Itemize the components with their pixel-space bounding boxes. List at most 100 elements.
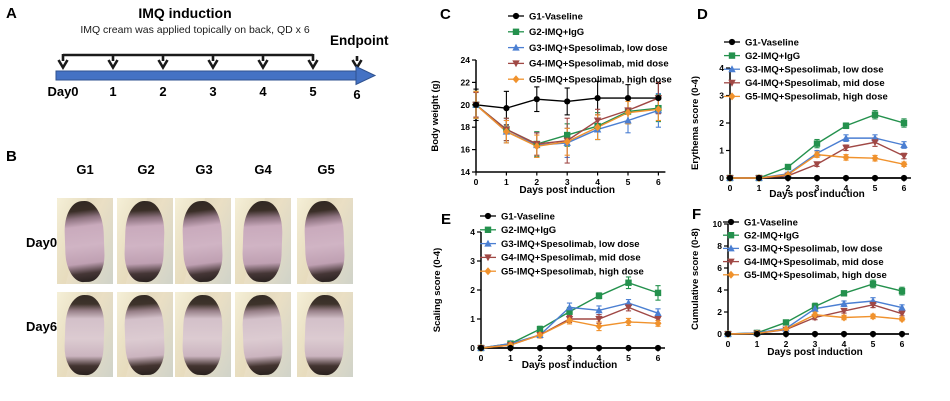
chart-f: 0 2 4 6 8 10 0 1 2 3 4 5 6 Cumulative score (0-8) Days… — [690, 217, 909, 358]
svg-text:G1-Vaseline: G1-Vaseline — [529, 11, 583, 22]
svg-text:G2-IMQ+IgG: G2-IMQ+IgG — [744, 231, 799, 242]
row-label-day0: Day0 — [26, 235, 58, 250]
svg-text:G3-IMQ+Spesolimab, low dose: G3-IMQ+Spesolimab, low dose — [501, 239, 640, 250]
chart-D-markers-G2 — [726, 111, 908, 182]
mouse-back-image — [181, 199, 224, 283]
svg-text:20: 20 — [461, 100, 471, 110]
svg-text:0: 0 — [728, 183, 733, 193]
chart-E-legend: G1-Vaseline G2-IMQ+IgG G3-IMQ+Spesolimab, … — [480, 211, 644, 278]
svg-text:4: 4 — [597, 353, 602, 363]
svg-text:G5-IMQ+Spesolimab, high dose: G5-IMQ+Spesolimab, high dose — [745, 92, 888, 103]
svg-text:3: 3 — [815, 183, 820, 193]
chart-F-tick-labels: 0 2 4 6 8 10 0 1 2 3 4 5 6 — [713, 219, 905, 349]
svg-text:2: 2 — [786, 183, 791, 193]
svg-text:0: 0 — [470, 343, 475, 353]
panel-c-label: C — [440, 6, 451, 23]
svg-text:0: 0 — [719, 173, 724, 183]
svg-text:3: 3 — [470, 256, 475, 266]
chart-F-ylabel: Cumulative score (0-8) — [690, 228, 701, 330]
svg-text:4: 4 — [595, 177, 600, 187]
panel-d-label: D — [697, 6, 708, 23]
panel-a-label: A — [6, 5, 17, 22]
timeline-day-label-5: 5 — [309, 84, 317, 99]
svg-text:3: 3 — [719, 91, 724, 101]
chart-F-xlabel: Days post induction — [767, 347, 863, 358]
timeline-day-label-2: 2 — [159, 84, 167, 99]
mouse-back-image — [303, 199, 346, 283]
panel-b-label: B — [6, 148, 17, 165]
mouse-back-image — [123, 293, 166, 376]
timeline-bar — [55, 70, 357, 81]
svg-text:G3-IMQ+Spesolimab, low dose: G3-IMQ+Spesolimab, low dose — [529, 43, 668, 54]
mouse-photo-day0-g3 — [175, 198, 231, 284]
svg-text:G4-IMQ+Spesolimab, mid dose: G4-IMQ+Spesolimab, mid dose — [501, 253, 641, 264]
imq-induction-title: IMQ induction — [138, 5, 232, 21]
svg-text:G5-IMQ+Spesolimab, high dose: G5-IMQ+Spesolimab, high dose — [744, 270, 887, 281]
chart-F-markers-G1 — [724, 330, 906, 338]
mouse-photo-day0-g5 — [297, 198, 353, 284]
mouse-back-image — [63, 199, 106, 283]
svg-text:3: 3 — [567, 353, 572, 363]
timeline-day-label-3: 3 — [209, 84, 217, 99]
svg-text:2: 2 — [538, 353, 543, 363]
chart-d: 0 1 2 3 4 0 1 2 3 4 5 6 Erythema score (0-4) Days pos… — [690, 37, 911, 200]
mouse-photo-day6-g4 — [235, 292, 291, 377]
svg-text:G2-IMQ+IgG: G2-IMQ+IgG — [529, 27, 584, 38]
svg-text:6: 6 — [717, 263, 722, 273]
svg-text:1: 1 — [504, 177, 509, 187]
chart-C-tick-labels: 14 16 18 20 22 24 0 1 2 3 4 5 6 — [461, 55, 662, 187]
mouse-photo-day0-g2 — [117, 198, 173, 284]
chart-E-xlabel: Days post induction — [522, 360, 618, 371]
application-arrow-day5 — [307, 54, 319, 71]
svg-text:24: 24 — [461, 55, 471, 65]
svg-text:G4-IMQ+Spesolimab, mid dose: G4-IMQ+Spesolimab, mid dose — [529, 59, 669, 70]
svg-text:G2-IMQ+IgG: G2-IMQ+IgG — [501, 225, 556, 236]
chart-C-markers-G1 — [472, 94, 662, 112]
svg-text:18: 18 — [461, 122, 471, 132]
svg-text:1: 1 — [508, 353, 513, 363]
mouse-photo-day6-g2 — [117, 292, 173, 377]
svg-text:4: 4 — [470, 227, 475, 237]
svg-text:6: 6 — [656, 177, 661, 187]
chart-D-series — [726, 110, 908, 182]
svg-text:1: 1 — [470, 314, 475, 324]
chart-D-ylabel: Erythema score (0-4) — [690, 76, 701, 170]
svg-text:G3-IMQ+Spesolimab, low dose: G3-IMQ+Spesolimab, low dose — [744, 244, 883, 255]
svg-text:G5-IMQ+Spesolimab, high dose: G5-IMQ+Spesolimab, high dose — [501, 267, 644, 278]
svg-text:2: 2 — [784, 339, 789, 349]
svg-text:16: 16 — [461, 145, 471, 155]
svg-text:G5-IMQ+Spesolimab, high dose: G5-IMQ+Spesolimab, high dose — [529, 75, 672, 86]
application-arrow-day0 — [57, 54, 69, 71]
svg-text:22: 22 — [461, 77, 471, 87]
mouse-back-image — [123, 199, 166, 283]
chart-E-ylabel: Scaling score (0-4) — [432, 248, 443, 332]
imq-induction-subtitle: IMQ cream was applied topically on back,… — [80, 24, 310, 36]
svg-text:1: 1 — [755, 339, 760, 349]
chart-E-markers-G1 — [477, 344, 662, 352]
mouse-photo-day0-g4 — [235, 198, 291, 284]
svg-text:4: 4 — [719, 63, 724, 73]
svg-text:6: 6 — [656, 353, 661, 363]
panel-e-label: E — [441, 211, 452, 228]
chart-F-series — [724, 279, 906, 338]
endpoint-label: Endpoint — [330, 33, 389, 48]
chart-E-markers-G3 — [477, 299, 662, 351]
svg-text:4: 4 — [717, 285, 722, 295]
chart-C-ylabel: Body weight (g) — [430, 80, 441, 151]
mouse-photo-day6-g5 — [297, 292, 353, 377]
svg-text:6: 6 — [902, 183, 907, 193]
svg-text:8: 8 — [717, 241, 722, 251]
chart-E-axes — [477, 231, 665, 352]
svg-text:5: 5 — [871, 339, 876, 349]
application-arrow-day2 — [157, 54, 169, 71]
timeline-day-label-1: 1 — [109, 84, 117, 99]
svg-text:G4-IMQ+Spesolimab, mid dose: G4-IMQ+Spesolimab, mid dose — [745, 78, 885, 89]
svg-text:0: 0 — [717, 329, 722, 339]
chart-D-tick-labels: 0 1 2 3 4 0 1 2 3 4 5 6 — [719, 63, 906, 193]
svg-text:5: 5 — [626, 177, 631, 187]
group-header-g2: G2 — [137, 162, 155, 177]
svg-text:G2-IMQ+IgG: G2-IMQ+IgG — [745, 51, 800, 62]
group-header-g5: G5 — [317, 162, 335, 177]
chart-E-tick-labels: 0 1 2 3 4 0 1 2 3 4 5 6 — [470, 227, 660, 363]
